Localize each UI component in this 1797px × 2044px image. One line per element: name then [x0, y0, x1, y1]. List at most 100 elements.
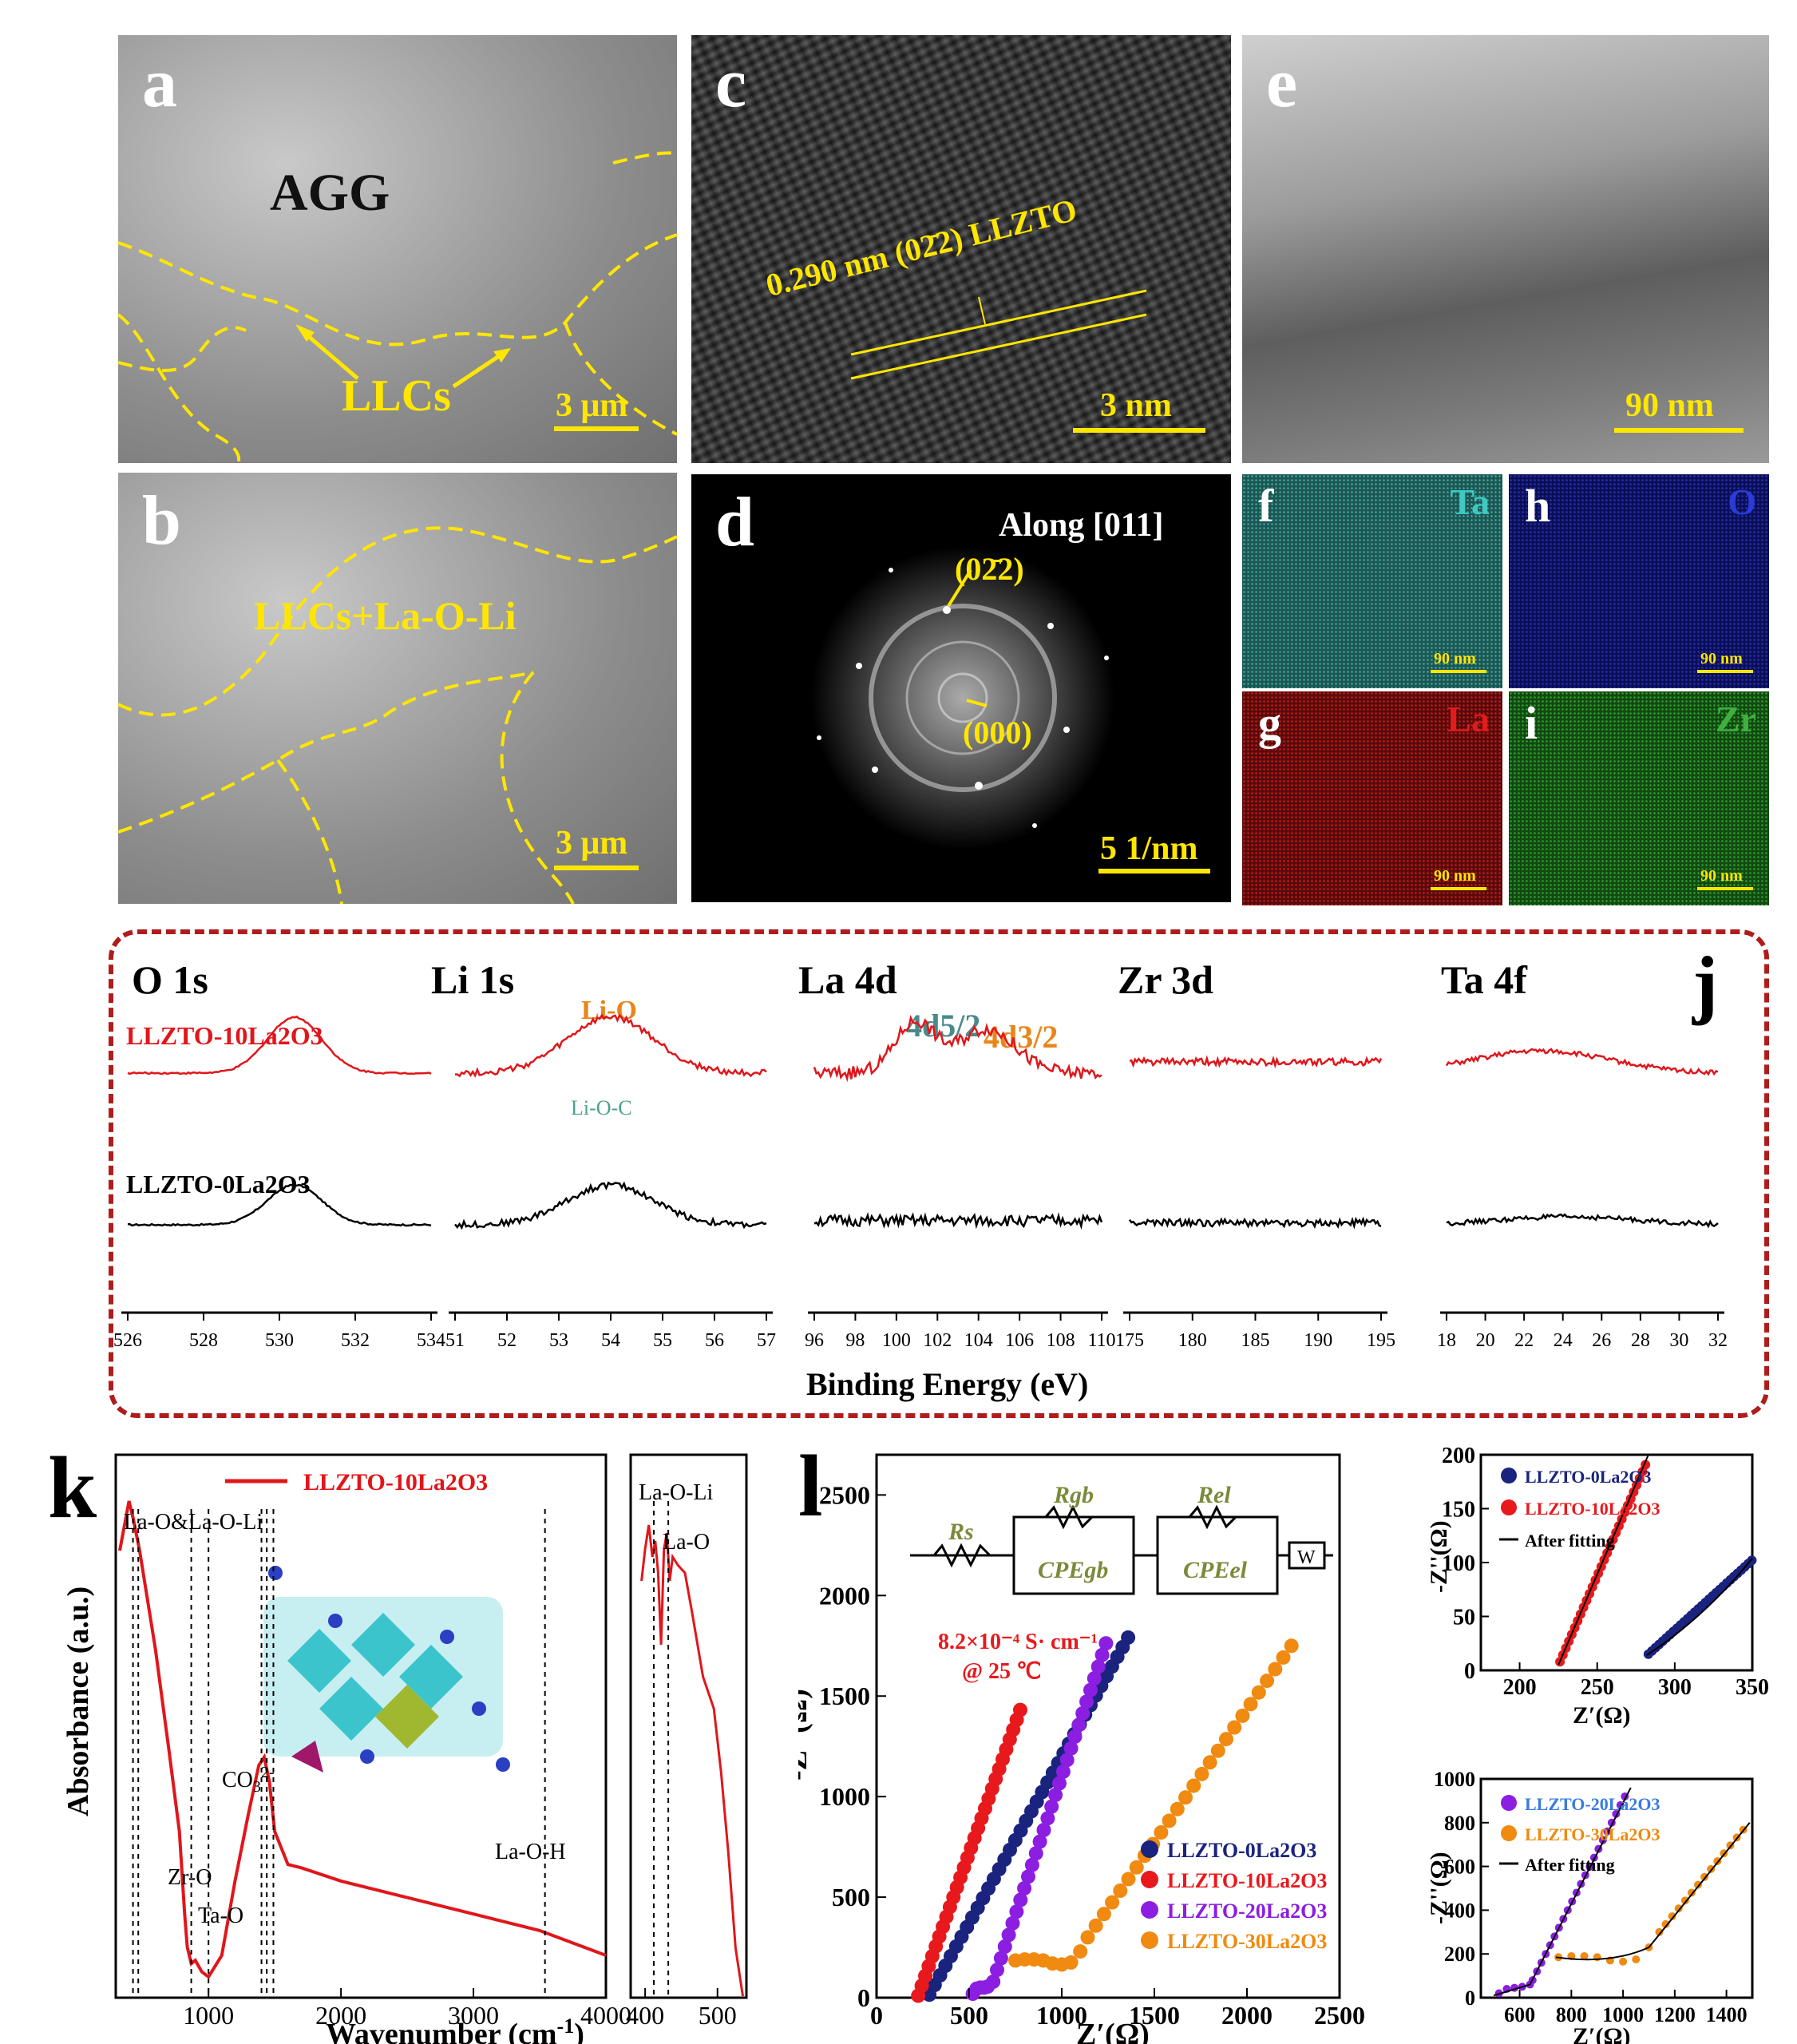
eis-legend: LLZTO-0La2O3 LLZTO-10La2O3 LLZTO-20La2O3 LL… [1141, 1839, 1327, 1953]
eis-data-point [1096, 1907, 1111, 1922]
eis-data-point [1087, 1671, 1102, 1686]
eis-data-point [1170, 1801, 1185, 1816]
inset2-point [1580, 1951, 1589, 1960]
xps-tick-label: 534 [417, 1330, 445, 1351]
xps-tick-label: 102 [923, 1330, 952, 1351]
scale-bar [1697, 887, 1753, 890]
inset2-legend-label: LLZTO-30La2O3 [1525, 1824, 1660, 1844]
inset-ann-la-o: La-O [663, 1530, 710, 1555]
panel-label-b: b [142, 482, 181, 560]
xps-tick-label: 195 [1367, 1330, 1395, 1351]
inset2-frame [1479, 1777, 1754, 1999]
xps-tick-label: 532 [341, 1330, 370, 1351]
xps-spectrum-line [128, 1183, 432, 1227]
legend-marker [1141, 1840, 1158, 1858]
circuit-cpeel: CPEel [1183, 1557, 1248, 1583]
inset2-x-tick-label: 1000 [1602, 2003, 1644, 2026]
eis-data-point [1028, 1846, 1043, 1861]
xps-tick-label: 175 [1115, 1330, 1144, 1351]
eis-inset-plots: 200 250 300 350 0 50 100 150 200 LLZTO-0La2O3 LLZT… [1434, 1444, 1769, 2026]
circuit-rgb: Rgb [1053, 1482, 1094, 1508]
ftir-spectrum-line [118, 1500, 607, 1979]
spot-022-label: (02̄2) [955, 551, 1024, 587]
inset1-legend-label: After fitting [1525, 1531, 1615, 1551]
element-label: O [1728, 481, 1756, 522]
eis-x-tick-label: 1000 [1036, 2001, 1087, 2030]
llcs-label: LLCs [342, 371, 451, 421]
panel-label-f: f [1258, 480, 1274, 532]
eis-data-point [1009, 1904, 1024, 1919]
eis-data-point [1154, 1825, 1169, 1840]
eis-y-axis-label: -Z''(Ω) [798, 1689, 813, 1781]
xps-axes: 526 528 530 532 534 51 52 53 54 55 56 57 96 98 100 102 1… [113, 1311, 1728, 1351]
inset2-point [1632, 1955, 1641, 1964]
scale-bar-label: 90 nm [1700, 867, 1743, 885]
scale-bar [1098, 869, 1210, 873]
scale-bar-label: 3 nm [1100, 387, 1172, 424]
xps-tick-label: 32 [1708, 1330, 1728, 1351]
eis-data-point [1048, 1788, 1063, 1803]
ftir-y-axis-label: Absorbance (a.u.) [61, 1586, 95, 1816]
inset-ann-la-o-li: La-O-Li [639, 1480, 714, 1505]
eis-data-point [1235, 1708, 1250, 1723]
xps-tick-label: 26 [1592, 1330, 1611, 1351]
eis-data-point [1071, 1717, 1087, 1733]
eis-data-points [911, 1630, 1299, 2003]
spot-000-label: (000) [963, 715, 1032, 751]
llcs-la-o-li-label: LLCs+La-O-Li [254, 593, 517, 638]
panel-d-fft-pattern: d Along [011] (02̄2) (000) 5 1/nm [691, 474, 1231, 902]
inset2-fit-line [1493, 1787, 1632, 1997]
xps-tick-label: 55 [653, 1330, 672, 1351]
eis-data-point [1013, 1702, 1027, 1717]
inset2-y-tick-label: 600 [1444, 1856, 1475, 1879]
xps-tick-label: 51 [445, 1330, 465, 1351]
ann-la-o-la-o-li: La-O&La-O-Li [124, 1510, 263, 1535]
inset1-legend-marker [1501, 1468, 1517, 1483]
inset2-fit-line [1555, 1822, 1751, 1961]
zone-axis-label: Along [011] [999, 507, 1164, 544]
eis-data-point [1073, 1944, 1088, 1959]
ann-la-o-h: La-O-H [495, 1840, 566, 1864]
inset2-legend-marker [1501, 1795, 1517, 1811]
eis-data-point [1098, 1636, 1114, 1651]
inset2-point [1668, 1912, 1676, 1921]
xps-region-ta4f: Ta 4f [1441, 957, 1528, 1002]
inset1-legend-label: LLZTO-0La2O3 [1525, 1467, 1652, 1487]
eis-data-point [1017, 1881, 1032, 1895]
scale-bar [554, 426, 639, 431]
ftir-x-tick-label: 4000 [580, 2001, 631, 2030]
ftir-x-axis-label: Wavenumber (cm-1) [326, 2014, 584, 2044]
scale-bar [1697, 670, 1753, 673]
inset1-y-tick-label: 200 [1442, 1444, 1475, 1468]
inset2-legend-label: LLZTO-20La2O3 [1525, 1794, 1660, 1814]
ftir-plot-frame [114, 1453, 608, 1999]
eis-y-tick-label: 2000 [819, 1581, 870, 1610]
eis-x-axis-label: Z′(Ω) [1076, 2018, 1150, 2044]
panel-label-l: l [798, 1437, 823, 1535]
eis-data-point [1005, 1915, 1020, 1931]
diffraction-rings [811, 546, 1114, 850]
panel-i-zr-map: i Zr 90 nm [1509, 691, 1769, 905]
eis-data-point [1059, 1753, 1075, 1768]
eis-data-point [1251, 1685, 1266, 1700]
scale-bar [1431, 670, 1486, 673]
eis-y-tick-label: 1500 [819, 1682, 870, 1710]
eis-data-point [1083, 1682, 1098, 1697]
xps-spectrum-line [1129, 1055, 1383, 1069]
eis-data-point [1021, 1869, 1035, 1884]
eis-data-point [1055, 1764, 1071, 1779]
eis-data-point [1013, 1892, 1028, 1907]
eis-data-point [1260, 1674, 1275, 1689]
eis-data-point [1276, 1650, 1291, 1665]
inset1-legend-marker [1501, 1499, 1517, 1515]
panel-e-haadf-image: e 90 nm [1242, 35, 1769, 463]
eis-data-point [1036, 1823, 1051, 1837]
xps-tick-label: 104 [964, 1330, 993, 1351]
eis-data-point [1121, 1872, 1136, 1887]
eis-data-point [1075, 1705, 1090, 1721]
xps-tick-label: 98 [845, 1330, 865, 1351]
circuit-cpegb: CPEgb [1038, 1557, 1108, 1583]
scale-bar-label: 90 nm [1625, 387, 1714, 424]
lattice-fringe-marker [850, 289, 1147, 380]
xps-region-li1s: Li 1s [431, 957, 514, 1002]
